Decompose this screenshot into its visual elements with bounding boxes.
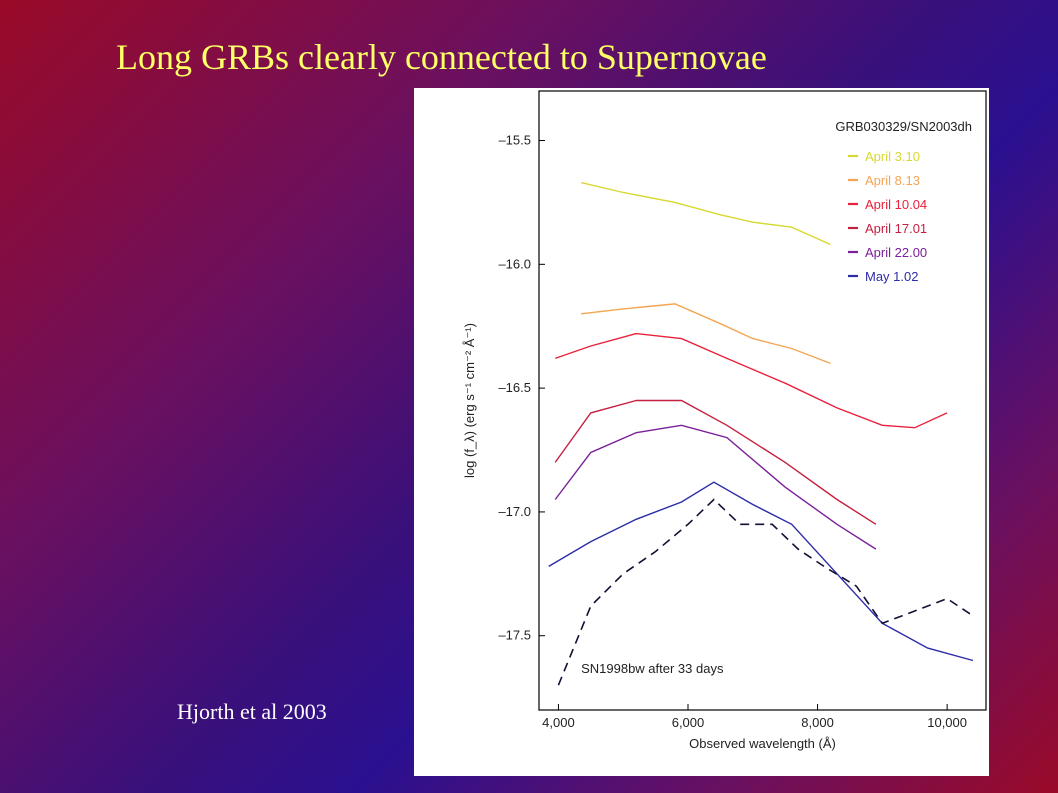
slide-title: Long GRBs clearly connected to Supernova… — [116, 37, 767, 77]
legend-label: April 3.10 — [865, 149, 920, 164]
series-line-0 — [580, 181, 831, 246]
sn1998bw-annotation: SN1998bw after 33 days — [581, 661, 724, 676]
y-tick-label: –17.0 — [498, 504, 531, 519]
y-axis-label: log (f_λ) (erg s⁻¹ cm⁻² Å⁻¹) — [462, 323, 477, 478]
chart-title: GRB030329/SN2003dh — [835, 119, 972, 134]
series-line-1 — [581, 303, 831, 365]
legend-label: May 1.02 — [865, 269, 918, 284]
y-tick-label: –16.5 — [498, 380, 531, 395]
y-tick-label: –15.5 — [498, 133, 531, 148]
spectrum-figure: 4,000 6,000 8,000 10,000 –15.5 –16.0 –16.5 –17.… — [414, 88, 989, 776]
series-line-4 — [554, 424, 877, 550]
plot-frame — [538, 90, 987, 711]
series-line-3 — [554, 399, 877, 525]
legend-label: April 22.00 — [865, 245, 927, 260]
y-tick-label: –16.0 — [498, 256, 531, 271]
legend-label: April 10.04 — [865, 197, 927, 212]
x-tick-label: 10,000 — [927, 715, 967, 730]
legend: April 3.10 April 8.13 April 10.04 April 17.… — [848, 149, 927, 284]
legend-label: April 8.13 — [865, 173, 920, 188]
citation-credit: Hjorth et al 2003 — [177, 699, 327, 724]
spectrum-chart: 4,000 6,000 8,000 10,000 –15.5 –16.0 –16.5 –17.… — [462, 90, 987, 751]
x-axis-label: Observed wavelength (Å) — [689, 736, 836, 751]
x-tick-label: 4,000 — [542, 715, 575, 730]
series-line-2 — [554, 332, 948, 429]
x-tick-label: 8,000 — [801, 715, 834, 730]
series-line-6 — [557, 498, 974, 686]
x-tick-label: 6,000 — [672, 715, 705, 730]
legend-label: April 17.01 — [865, 221, 927, 236]
y-tick-label: –17.5 — [498, 628, 531, 643]
series-line-5 — [548, 481, 974, 662]
